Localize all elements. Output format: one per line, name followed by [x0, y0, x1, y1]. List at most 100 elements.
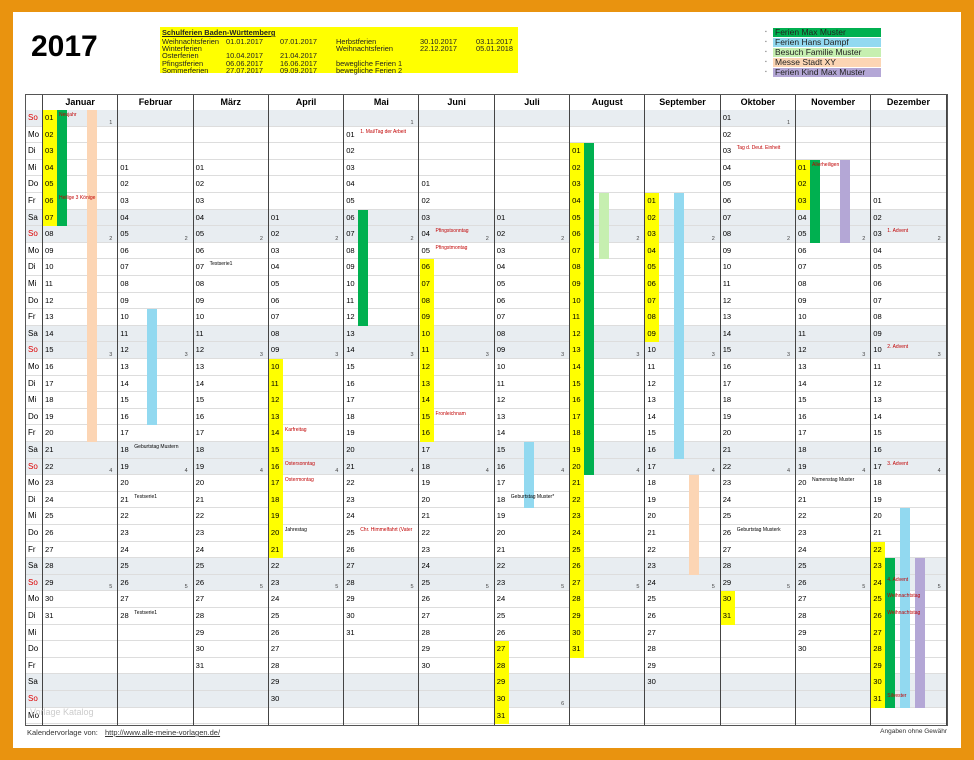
day-number[interactable]: 17 — [647, 461, 656, 471]
day-number[interactable]: 15 — [346, 362, 355, 371]
day-number[interactable]: 07 — [346, 229, 355, 239]
day-number[interactable]: 05 — [647, 262, 656, 272]
day-number[interactable]: 28 — [120, 611, 129, 620]
day-number[interactable]: 12 — [270, 395, 280, 405]
day-number[interactable]: 01 — [798, 162, 807, 172]
day-number[interactable]: 25 — [120, 561, 129, 571]
day-number[interactable]: 04 — [346, 179, 355, 189]
day-number[interactable]: 07 — [421, 279, 430, 288]
day-number[interactable]: 24 — [346, 511, 355, 521]
day-number[interactable]: 22 — [647, 544, 656, 554]
day-number[interactable]: 19 — [647, 494, 656, 504]
day-number[interactable]: 29 — [270, 677, 280, 687]
day-number[interactable]: 13 — [421, 378, 430, 388]
day-number[interactable]: 23 — [572, 511, 581, 521]
day-number[interactable]: 29 — [195, 627, 205, 637]
day-number[interactable]: 26 — [572, 561, 581, 571]
day-number[interactable]: 18 — [270, 494, 280, 504]
day-number[interactable]: 21 — [45, 445, 54, 454]
day-number[interactable]: 13 — [873, 395, 882, 405]
day-number[interactable]: 04 — [798, 212, 807, 222]
day-number[interactable]: 21 — [873, 528, 882, 537]
day-number[interactable]: 18 — [346, 411, 355, 421]
day-number[interactable]: 02 — [120, 179, 129, 189]
day-number[interactable]: 08 — [120, 279, 129, 288]
day-number[interactable]: 11 — [45, 279, 53, 288]
day-number[interactable]: 15 — [120, 395, 129, 405]
day-number[interactable]: 12 — [421, 362, 430, 371]
day-number[interactable]: 28 — [496, 660, 506, 670]
day-number[interactable]: 09 — [421, 312, 430, 322]
day-number[interactable]: 01 — [496, 212, 506, 222]
day-number[interactable]: 17 — [572, 411, 581, 421]
day-number[interactable]: 29 — [647, 660, 656, 670]
day-number[interactable]: 30 — [346, 611, 355, 620]
day-number[interactable]: 11 — [647, 362, 656, 371]
day-number[interactable]: 08 — [195, 279, 205, 288]
day-number[interactable]: 18 — [572, 428, 581, 438]
day-number[interactable]: 12 — [346, 312, 355, 322]
day-number[interactable]: 15 — [270, 445, 280, 454]
day-number[interactable]: 12 — [722, 295, 732, 305]
day-number[interactable]: 20 — [45, 428, 54, 438]
day-number[interactable]: 11 — [120, 328, 129, 338]
day-number[interactable]: 28 — [45, 561, 54, 571]
day-number[interactable]: 06 — [270, 295, 280, 305]
day-number[interactable]: 16 — [647, 445, 656, 454]
day-number[interactable]: 17 — [45, 378, 54, 388]
day-number[interactable]: 21 — [722, 445, 732, 454]
day-number[interactable]: 07 — [798, 262, 807, 272]
day-number[interactable]: 02 — [722, 129, 732, 139]
day-number[interactable]: 02 — [346, 146, 355, 156]
day-number[interactable]: 14 — [798, 378, 807, 388]
day-number[interactable]: 12 — [572, 328, 581, 338]
day-number[interactable]: 06 — [873, 279, 882, 288]
day-number[interactable]: 27 — [873, 627, 882, 637]
day-number[interactable]: 23 — [647, 561, 656, 571]
day-number[interactable]: 07 — [496, 312, 506, 322]
day-number[interactable]: 20 — [496, 528, 506, 537]
day-number[interactable]: 14 — [647, 411, 656, 421]
day-number[interactable]: 27 — [120, 594, 129, 604]
day-number[interactable]: 03 — [195, 196, 205, 205]
day-number[interactable]: 06 — [421, 262, 430, 272]
day-number[interactable]: 07 — [270, 312, 280, 322]
footer-link[interactable]: http://www.alle-meine-vorlagen.de/ — [105, 728, 221, 737]
day-number[interactable]: 22 — [270, 561, 280, 571]
day-number[interactable]: 19 — [572, 445, 581, 454]
day-number[interactable]: 06 — [798, 245, 807, 255]
day-number[interactable]: 29 — [496, 677, 506, 687]
day-number[interactable]: 16 — [195, 411, 205, 421]
day-number[interactable]: 17 — [346, 395, 355, 405]
day-number[interactable]: 21 — [270, 544, 280, 554]
day-number[interactable]: 05 — [270, 279, 280, 288]
day-number[interactable]: 11 — [873, 362, 882, 371]
day-number[interactable]: 17 — [496, 478, 506, 488]
day-number[interactable]: 25 — [798, 561, 807, 571]
day-number[interactable]: 29 — [873, 660, 882, 670]
day-number[interactable]: 08 — [346, 245, 355, 255]
day-number[interactable]: 07 — [195, 262, 205, 272]
day-number[interactable]: 30 — [873, 677, 882, 687]
day-number[interactable]: 16 — [496, 461, 506, 471]
day-number[interactable]: 19 — [496, 511, 506, 521]
day-number[interactable]: 27 — [421, 611, 430, 620]
day-number[interactable]: 05 — [120, 229, 129, 239]
day-number[interactable]: 11 — [270, 378, 279, 388]
day-number[interactable]: 24 — [45, 494, 54, 504]
day-number[interactable]: 22 — [195, 511, 205, 521]
day-number[interactable]: 22 — [120, 511, 129, 521]
day-number[interactable]: 21 — [195, 494, 205, 504]
day-number[interactable]: 06 — [722, 196, 732, 205]
day-number[interactable]: 19 — [45, 411, 54, 421]
day-number[interactable]: 18 — [647, 478, 656, 488]
day-number[interactable]: 19 — [195, 461, 205, 471]
day-number[interactable]: 05 — [45, 179, 54, 189]
day-number[interactable]: 11 — [722, 279, 731, 288]
day-number[interactable]: 11 — [346, 295, 355, 305]
day-number[interactable]: 24 — [873, 577, 882, 587]
day-number[interactable]: 23 — [722, 478, 732, 488]
day-number[interactable]: 25 — [45, 511, 54, 521]
day-number[interactable]: 25 — [647, 594, 656, 604]
day-number[interactable]: 22 — [722, 461, 732, 471]
